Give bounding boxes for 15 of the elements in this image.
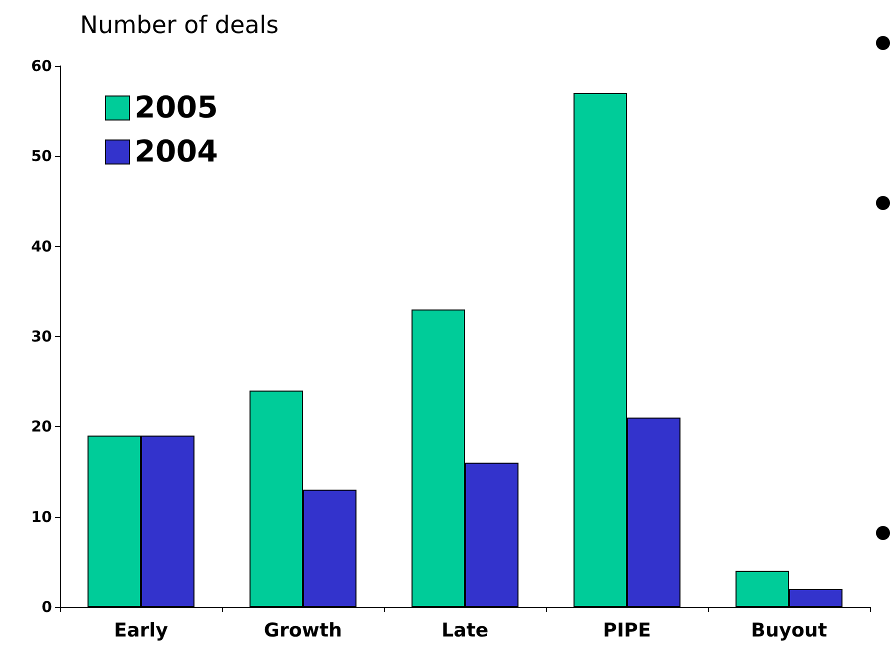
legend-label: 2005 bbox=[134, 90, 218, 126]
x-tick-label: PIPE bbox=[603, 620, 651, 642]
x-tick-label: Buyout bbox=[750, 620, 828, 642]
y-tick-label: 30 bbox=[31, 328, 52, 346]
legend-label: 2004 bbox=[134, 134, 218, 170]
x-tick-label: Early bbox=[114, 620, 169, 642]
x-tick-label: Late bbox=[442, 620, 488, 642]
x-tick-label: Growth bbox=[264, 620, 342, 642]
y-tick-label: 50 bbox=[31, 147, 52, 166]
y-tick-label: 60 bbox=[31, 57, 52, 75]
y-tick-label: 0 bbox=[42, 598, 52, 616]
y-tick-label: 10 bbox=[31, 508, 52, 526]
y-axis-title: Number of deals bbox=[80, 11, 279, 39]
y-tick-label: 40 bbox=[31, 237, 52, 256]
y-tick-label: 20 bbox=[31, 418, 52, 436]
